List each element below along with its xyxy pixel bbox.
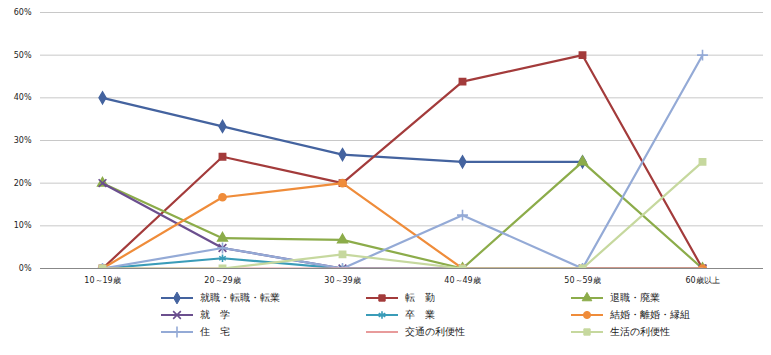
html-text:住 宅: 住 宅 (200, 326, 230, 337)
svg-text:30～39歳: 30～39歳 (324, 276, 360, 285)
svg-text:50～59歳: 50～59歳 (564, 276, 600, 285)
html-text:生活の利便性: 生活の利便性 (610, 326, 670, 337)
svg-text:40%: 40% (14, 93, 32, 102)
svg-text:60歳以上: 60歳以上 (685, 276, 719, 285)
svg-text:20～29歳: 20～29歳 (204, 276, 240, 285)
html-text:就 学: 就 学 (200, 309, 230, 320)
html-text:結婚・離婚・縁組: 結婚・離婚・縁組 (610, 309, 690, 320)
html-text:交通の利便性: 交通の利便性 (405, 326, 465, 337)
svg-text:40～49歳: 40～49歳 (444, 276, 480, 285)
html-text:就職・転職・転業: 就職・転職・転業 (200, 292, 280, 303)
svg-text:60%: 60% (14, 8, 32, 17)
html-text:退職・廃業: 退職・廃業 (610, 292, 660, 303)
svg-text:20%: 20% (14, 179, 32, 188)
svg-text:10%: 10% (14, 221, 32, 230)
svg-text:30%: 30% (14, 136, 32, 145)
svg-text:0%: 0% (19, 264, 32, 273)
svg-text:10～19歳: 10～19歳 (84, 276, 120, 285)
html-text:転 勤: 転 勤 (405, 292, 435, 303)
svg-text:50%: 50% (14, 51, 32, 60)
html-text:卒 業: 卒 業 (405, 309, 435, 320)
